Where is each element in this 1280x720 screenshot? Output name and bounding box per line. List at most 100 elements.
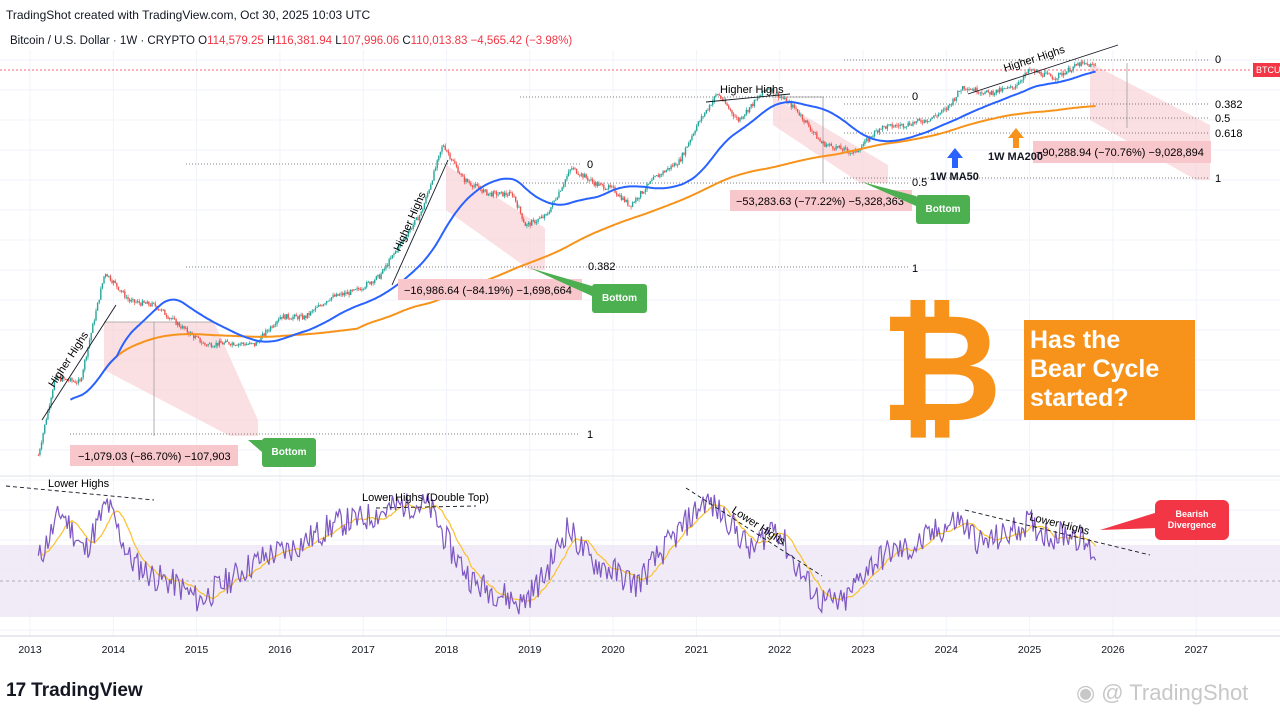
candle-body [382, 269, 384, 274]
candle-body [1056, 78, 1058, 80]
candle-body [998, 88, 1001, 93]
candle-body [636, 198, 639, 200]
candle-body [553, 200, 555, 203]
candle-body [1011, 86, 1013, 88]
candle-body [761, 90, 764, 96]
candle-body [495, 191, 498, 196]
candle-body [268, 330, 270, 332]
candle-body [1059, 72, 1062, 74]
symbol-line[interactable]: Bitcoin / U.S. Dollar · 1W · CRYPTO [10, 35, 195, 47]
candle-body [377, 274, 379, 277]
candle-body [253, 343, 256, 346]
candle-body [912, 122, 914, 126]
candle-body [369, 281, 371, 285]
candle-body [705, 109, 708, 114]
candle-body [513, 196, 515, 198]
candle-body [337, 293, 339, 296]
candle-body [402, 238, 405, 242]
candle-body [772, 88, 775, 94]
candle-body [918, 119, 921, 121]
candle-body [526, 224, 528, 227]
fib-label-0-b: 0 [912, 91, 918, 103]
candle-body [1037, 70, 1039, 74]
candle-body [833, 148, 836, 150]
candle-body [750, 104, 752, 108]
candle-body [617, 194, 619, 197]
candle-body [976, 87, 978, 93]
candle-body [1091, 63, 1094, 65]
candle-body [301, 314, 304, 320]
candle-body [889, 124, 892, 125]
x-tick-label: 2013 [18, 644, 42, 656]
candle-body [905, 126, 908, 128]
candle-body [945, 108, 948, 110]
candle-body [688, 142, 690, 147]
candle-body [638, 197, 640, 200]
candle-body [1090, 63, 1092, 67]
candle-body [564, 179, 567, 185]
candle-body [800, 114, 802, 116]
candle-body [737, 117, 740, 122]
candle-body [969, 89, 972, 91]
candle-body [543, 214, 546, 218]
x-tick-label: 2018 [435, 644, 459, 656]
candle-body [779, 96, 781, 98]
candle-body [165, 314, 168, 317]
candle-body [245, 344, 248, 346]
candle-body [132, 299, 134, 301]
candle-body [803, 119, 805, 123]
candle-body [391, 255, 394, 259]
x-tick-label: 2015 [185, 644, 209, 656]
candle-body [856, 150, 858, 153]
candle-body [306, 313, 309, 319]
divergence-pointer [1100, 512, 1158, 530]
candle-body [937, 113, 940, 116]
tradingshot-watermark: ◉ @ TradingShot [1076, 680, 1248, 706]
candle-body [921, 122, 924, 123]
candle-body [146, 301, 148, 304]
candle-body [893, 126, 895, 128]
candle-body [963, 86, 965, 89]
candle-body [609, 185, 611, 187]
candle-body [792, 104, 794, 108]
candle-body [390, 258, 392, 260]
candle-body [298, 315, 301, 320]
candle-body [168, 318, 171, 319]
headline-line-3: started? [1030, 384, 1129, 412]
candle-body [47, 410, 49, 420]
candle-body [910, 125, 913, 126]
candle-body [242, 342, 245, 344]
candle-body [630, 205, 632, 207]
candle-body [524, 222, 527, 227]
candle-body [651, 179, 653, 182]
candle-body [85, 356, 88, 360]
candle-body [764, 89, 767, 92]
bottom-pointer-2022 [862, 182, 916, 206]
candle-body [114, 280, 116, 283]
candle-body [378, 274, 381, 279]
candle-body [1006, 87, 1009, 89]
tradingview-logo[interactable]: 17 TradingView [6, 680, 143, 702]
candle-body [96, 302, 99, 311]
candle-body [202, 342, 205, 344]
candle-body [615, 192, 618, 195]
candle-body [329, 299, 331, 301]
candle-body [675, 163, 677, 166]
candle-body [90, 332, 92, 341]
candle-body [140, 303, 142, 306]
candle-body [1082, 61, 1084, 64]
candle-body [756, 97, 759, 100]
candle-body [463, 176, 466, 182]
candle-body [454, 160, 456, 164]
close-value: 110,013.83 [410, 35, 468, 47]
candle-body [974, 87, 977, 92]
candle-body [361, 289, 363, 291]
candle-body [45, 419, 48, 425]
candle-body [949, 104, 951, 106]
candle-body [548, 212, 551, 214]
candle-body [631, 202, 634, 207]
candle-body [654, 176, 656, 177]
candle-body [417, 217, 419, 221]
candle-body [1045, 72, 1047, 74]
higher-highs-line-2013 [41, 304, 117, 421]
